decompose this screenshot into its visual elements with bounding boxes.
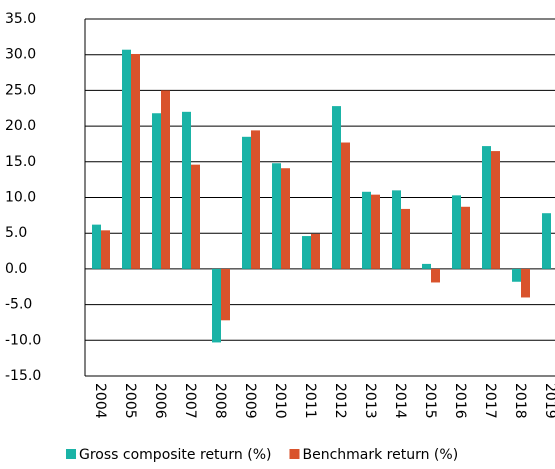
bar [122,49,131,269]
bar [461,206,470,269]
y-tick-label: 30.0 [5,47,36,63]
x-tick-label: 2006 [152,383,168,419]
y-tick-label: -5.0 [5,297,32,313]
bar [152,113,161,269]
legend-swatch [289,449,300,459]
y-tick-label: 20.0 [5,118,36,134]
y-tick-label: -10.0 [5,332,41,348]
y-tick-label: 10.0 [5,190,36,206]
bar [362,191,371,269]
bar [371,194,380,269]
bar [212,268,221,343]
x-tick-label: 2008 [212,383,228,419]
bar [401,208,410,269]
x-tick-label: 2018 [512,383,528,419]
x-tick-label: 2009 [242,383,258,419]
x-tick-label: 2016 [452,383,468,419]
bar [422,263,431,269]
bar [482,146,491,269]
x-tick-label: 2011 [302,383,318,419]
bar [521,268,530,298]
bar [392,190,401,269]
y-tick-label: -15.0 [5,368,41,384]
x-tick-label: 2005 [122,383,138,419]
legend-swatch [66,449,76,459]
bar [182,111,191,269]
y-tick-label: 15.0 [5,154,36,170]
bar [191,164,200,269]
y-tick-label: 5.0 [5,225,27,241]
bar [512,268,521,282]
bar [161,90,170,269]
x-tick-label: 2004 [92,383,108,419]
y-tick-label: 0.0 [5,261,27,277]
legend-label: Gross composite return (%) [79,447,271,463]
bar [272,163,281,269]
legend-label: Benchmark return (%) [302,447,458,463]
bar [332,106,341,269]
x-tick-label: 2010 [272,383,288,419]
bar [491,151,500,269]
y-tick-label: 25.0 [5,82,36,98]
bar [452,195,461,269]
bar [242,136,251,269]
bar [131,53,140,269]
y-tick-label: 35.0 [5,11,36,27]
x-tick-label: 2019 [542,383,555,419]
bar [542,213,551,269]
bar [311,233,320,269]
x-tick-label: 2012 [332,383,348,419]
x-tick-label: 2017 [482,383,498,419]
x-tick-label: 2013 [362,383,378,419]
x-tick-label: 2015 [422,383,438,419]
bar [281,168,290,269]
bar [302,236,311,269]
bar [431,268,440,283]
x-tick-label: 2007 [182,383,198,419]
x-tick-label: 2014 [392,383,408,419]
bar [251,130,260,269]
bar [221,268,230,321]
bar [101,230,110,269]
bar [92,224,101,269]
bar [341,142,350,269]
